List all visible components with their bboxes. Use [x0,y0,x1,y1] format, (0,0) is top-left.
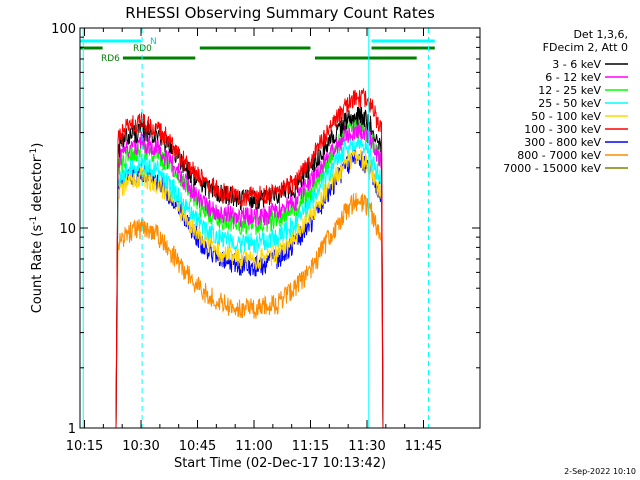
flag-label-rd0: RD0 [133,44,152,54]
legend-label: 6 - 12 keV [545,71,601,84]
legend-entry-800-7000-kev: 800 - 7000 keV [517,149,628,162]
legend-header-line-1: Det 1,3,6, [573,28,628,41]
legend-entry-25-50-kev: 25 - 50 keV [538,97,628,110]
legend-entry-50-100-kev: 50 - 100 keV [531,110,628,123]
legend-entry-100-300-kev: 100 - 300 keV [524,123,628,136]
series-25-50-kev [115,132,384,429]
y-tick-label: 1 [68,422,76,437]
y-tick-label: 10 [59,222,76,237]
series-100-300-kev [115,87,384,429]
x-axis: 10:15 10:30 10:45 11:00 11:15 11:30 11:45 [66,28,442,454]
x-tick-label: 10:30 [122,439,159,454]
footer-date: 2-Sep-2022 10:10 [564,467,636,476]
series-800-7000-kev [115,192,384,429]
x-tick-label: 11:00 [235,439,272,454]
legend-entry-7000-15000-kev: 7000 - 15000 keV [503,162,628,175]
x-tick-label: 11:15 [292,439,329,454]
flag-label-rd6: RD6 [101,54,120,64]
legend-entry-6-12-kev: 6 - 12 keV [545,71,628,84]
x-tick-label: 11:45 [405,439,442,454]
legend-label: 25 - 50 keV [538,97,601,110]
legend-header-line-2: FDecim 2, Att 0 [543,41,628,54]
y-axis: 1 10 100 [51,22,480,437]
legend-label: 800 - 7000 keV [517,149,601,162]
x-axis-label: Start Time (02-Dec-17 10:13:42) [174,456,386,471]
series-6-12-kev [115,120,384,429]
legend-label: 300 - 800 keV [524,136,601,149]
chart-title: RHESSI Observing Summary Count Rates [125,4,435,22]
flag-label-n: N [150,37,157,47]
x-tick-label: 11:30 [348,439,385,454]
x-tick-label: 10:15 [66,439,103,454]
y-axis-label: Count Rate (s-1 detector-1) [29,143,45,314]
legend-label: 3 - 6 keV [552,58,601,71]
x-tick-label: 10:45 [179,439,216,454]
legend-label: 50 - 100 keV [531,110,601,123]
series-3-6-kev [115,106,384,429]
y-tick-label: 100 [51,22,76,37]
legend-label: 7000 - 15000 keV [503,162,601,175]
legend-label: 100 - 300 keV [524,123,601,136]
series-layer [115,87,384,429]
legend-entry-12-25-kev: 12 - 25 keV [538,84,628,97]
legend-entry-3-6-kev: 3 - 6 keV [552,58,628,71]
flag-bars [80,39,435,60]
legend-label: 12 - 25 keV [538,84,601,97]
legend-entry-300-800-kev: 300 - 800 keV [524,136,628,149]
